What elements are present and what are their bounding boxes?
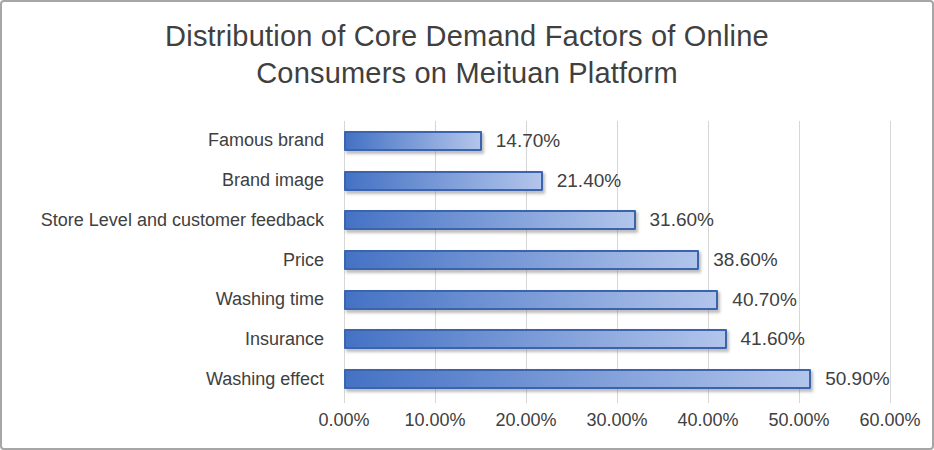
value-label: 21.40% bbox=[557, 170, 621, 192]
x-axis-tick-label: 60.00% bbox=[859, 410, 920, 431]
bar-row: 31.60% bbox=[344, 200, 890, 240]
category-axis: Famous brandBrand imageStore Level and c… bbox=[2, 121, 332, 399]
plot-area: 14.70% 21.40% 31.60% 38.60% 40.70% 41.60% 50.9… bbox=[344, 121, 890, 399]
bar-row: 21.40% bbox=[344, 161, 890, 201]
bar bbox=[344, 369, 811, 389]
x-axis: 0.00%10.00%20.00%30.00%40.00%50.00%60.00… bbox=[344, 408, 890, 434]
bar-row: 50.90% bbox=[344, 359, 890, 399]
value-label: 40.70% bbox=[732, 289, 796, 311]
x-axis-tick-label: 20.00% bbox=[495, 410, 556, 431]
bar bbox=[344, 250, 699, 270]
category-label: Price bbox=[2, 240, 324, 280]
x-axis-tick-label: 10.00% bbox=[404, 410, 465, 431]
bar-chart: Distribution of Core Demand Factors of O… bbox=[0, 0, 934, 450]
bar-row: 14.70% bbox=[344, 121, 890, 161]
value-label: 38.60% bbox=[713, 249, 777, 271]
value-label: 14.70% bbox=[496, 130, 560, 152]
chart-title: Distribution of Core Demand Factors of O… bbox=[2, 18, 932, 92]
bar-row: 41.60% bbox=[344, 320, 890, 360]
bar-row: 38.60% bbox=[344, 240, 890, 280]
category-label: Washing time bbox=[2, 280, 324, 320]
x-axis-tick-label: 30.00% bbox=[586, 410, 647, 431]
gridline bbox=[890, 121, 891, 403]
bar bbox=[344, 290, 718, 310]
x-axis-tick-label: 50.00% bbox=[768, 410, 829, 431]
category-label: Store Level and customer feedback bbox=[2, 200, 324, 240]
value-label: 50.90% bbox=[825, 368, 889, 390]
category-label: Famous brand bbox=[2, 121, 324, 161]
bar bbox=[344, 210, 636, 230]
category-label: Insurance bbox=[2, 320, 324, 360]
value-label: 41.60% bbox=[741, 328, 805, 350]
bar bbox=[344, 131, 482, 151]
value-label: 31.60% bbox=[650, 209, 714, 231]
category-label: Washing effect bbox=[2, 359, 324, 399]
x-axis-tick-label: 0.00% bbox=[318, 410, 369, 431]
bar-rows: 14.70% 21.40% 31.60% 38.60% 40.70% 41.60% 50.9… bbox=[344, 121, 890, 399]
bar bbox=[344, 329, 727, 349]
category-label: Brand image bbox=[2, 161, 324, 201]
x-axis-tick-label: 40.00% bbox=[677, 410, 738, 431]
bar bbox=[344, 171, 543, 191]
bar-row: 40.70% bbox=[344, 280, 890, 320]
